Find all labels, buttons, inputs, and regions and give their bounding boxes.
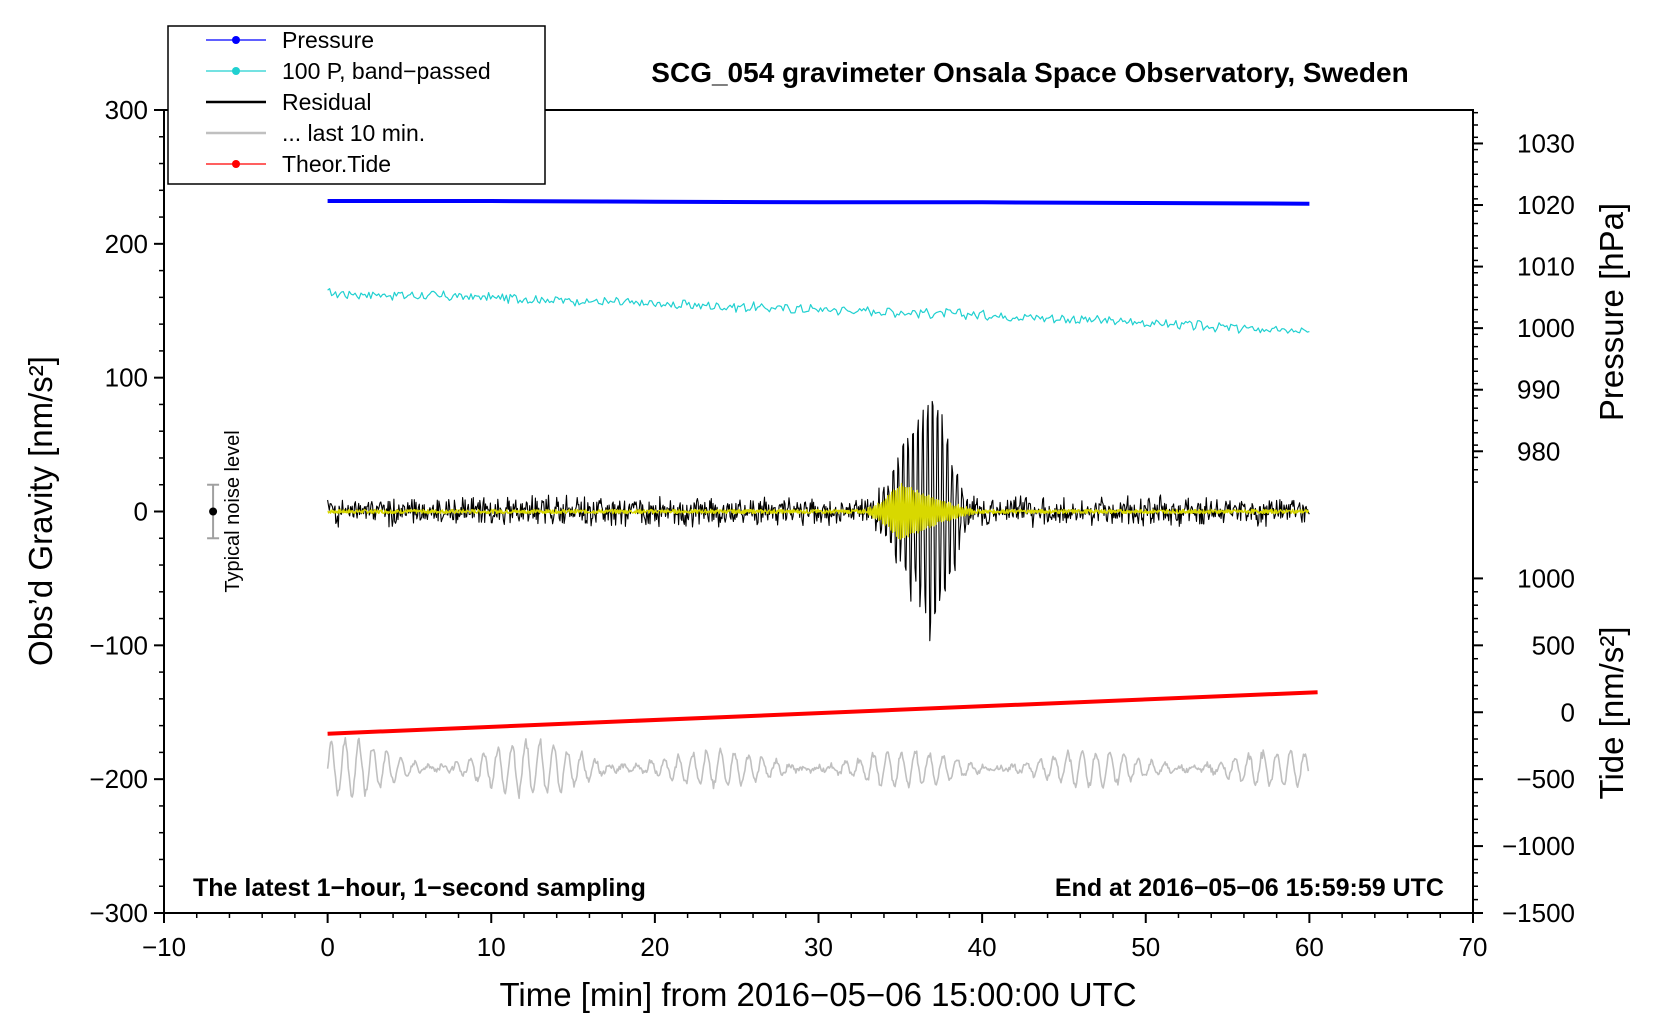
- tide-tick-label: −500: [1516, 764, 1575, 794]
- x-tick-label: 10: [477, 932, 506, 962]
- legend-label-pressure: Pressure: [282, 27, 374, 53]
- chart-title: SCG_054 gravimeter Onsala Space Observat…: [651, 57, 1408, 88]
- x-tick-label: 0: [320, 932, 334, 962]
- y-tick-label: −200: [89, 764, 148, 794]
- x-tick-label: −10: [142, 932, 186, 962]
- filtered-residual-line: [327, 482, 1310, 540]
- noise-label: Typical noise level: [222, 430, 244, 592]
- y-axis-title-left: Obs’d Gravity [nm/s²]: [22, 356, 59, 666]
- end-time-note: End at 2016−05−06 15:59:59 UTC: [1055, 874, 1444, 902]
- noise-dot: [209, 507, 218, 516]
- legend: Pressure 100 P, band−passed Residual ...…: [167, 25, 546, 185]
- legend-swatches: [206, 36, 266, 168]
- ticks-layer: −10 0 10 20 30 40 50 60 70−300−200−1000100200300…: [89, 95, 1575, 962]
- pressure-axis-title: Pressure [hPa]: [1593, 203, 1630, 421]
- noise-marker: Typical noise level: [207, 430, 244, 593]
- tide-axis-title: Tide [nm/s²]: [1593, 627, 1630, 800]
- sampling-note: The latest 1−hour, 1−second sampling: [193, 874, 646, 902]
- legend-label-residual: Residual: [282, 89, 372, 115]
- legend-label-theor-tide: Theor.Tide: [282, 151, 391, 177]
- x-tick-label: 70: [1459, 932, 1488, 962]
- pressure-tick-label: 1020: [1517, 190, 1575, 220]
- pressure-tick-label: 990: [1517, 375, 1560, 405]
- x-tick-label: 60: [1295, 932, 1324, 962]
- x-tick-label: 30: [804, 932, 833, 962]
- pressure-tick-label: 1010: [1517, 252, 1575, 282]
- last-10-min-line: [326, 736, 1310, 800]
- legend-swatch-marker: [232, 36, 240, 44]
- y-tick-label: −300: [89, 898, 148, 928]
- tide-tick-label: 500: [1532, 630, 1575, 660]
- pressure-line: [327, 199, 1310, 206]
- pressure-tick-label: 980: [1517, 436, 1560, 466]
- pressure-tick-label: 1030: [1517, 128, 1575, 158]
- tide-tick-label: −1500: [1502, 898, 1575, 928]
- band-passed-pressure-line: [327, 288, 1310, 334]
- legend-swatch-marker: [232, 160, 240, 168]
- x-axis-title: Time [min] from 2016−05−06 15:00:00 UTC: [499, 976, 1136, 1013]
- legend-label-band-passed: 100 P, band−passed: [282, 58, 491, 84]
- y-tick-label: 200: [105, 229, 148, 259]
- theoretical-tide-line: [327, 690, 1318, 736]
- y-tick-label: 100: [105, 363, 148, 393]
- pressure-tick-label: 1000: [1517, 313, 1575, 343]
- legend-box: [167, 25, 546, 185]
- tide-tick-label: 1000: [1517, 563, 1575, 593]
- residual-line: [327, 400, 1310, 642]
- x-tick-label: 20: [640, 932, 669, 962]
- x-tick-label: 50: [1131, 932, 1160, 962]
- tide-tick-label: 0: [1561, 697, 1575, 727]
- y-tick-label: 300: [105, 95, 148, 125]
- y-tick-label: −100: [89, 630, 148, 660]
- legend-label-last-10-min: ... last 10 min.: [282, 120, 425, 146]
- legend-swatch-marker: [232, 67, 240, 75]
- y-tick-label: 0: [134, 497, 148, 527]
- tide-tick-label: −1000: [1502, 831, 1575, 861]
- plot-series: [326, 199, 1318, 800]
- x-tick-label: 40: [968, 932, 997, 962]
